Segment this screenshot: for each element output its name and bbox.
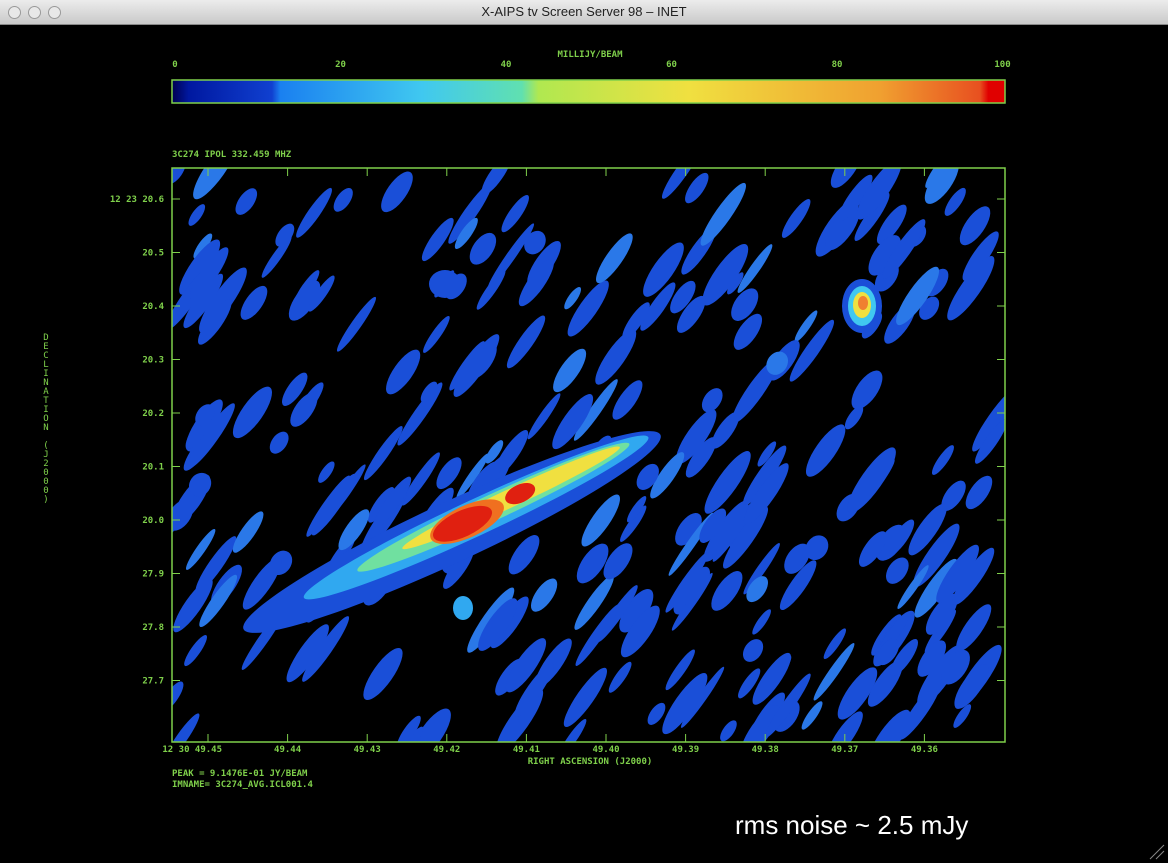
noise-streak: [357, 643, 409, 705]
y-tick-label: 27.9: [142, 570, 164, 580]
x-tick-label: 49.44: [274, 745, 302, 755]
plot-header: 3C274 IPOL 332.459 MHZ: [172, 150, 292, 160]
colorbar-tick-label: 100: [994, 60, 1010, 70]
noise-streak: [656, 668, 714, 739]
noise-streak: [739, 635, 768, 665]
noise-streak: [477, 152, 515, 199]
noise-streak: [292, 185, 336, 241]
y-tick-label: 20.1: [142, 463, 164, 473]
y-tick-label: 20.5: [142, 249, 164, 259]
noise-streak: [473, 267, 508, 312]
noise-streak: [846, 366, 889, 415]
noise-streak: [160, 710, 203, 765]
blob: [453, 596, 473, 620]
x-tick-label: 49.40: [592, 745, 619, 755]
y-axis-label: DECLINATION (J2000): [41, 333, 51, 504]
noise-streak: [330, 185, 357, 215]
title-bar: X-AIPS tv Screen Server 98 – INET: [0, 0, 1168, 25]
annotation: rms noise ~ 2.5 mJy: [735, 810, 968, 840]
noise-streak: [226, 381, 278, 443]
noise-streak: [231, 185, 261, 219]
y-tick-label: 20.4: [142, 302, 164, 312]
x-tick-label: 49.39: [672, 745, 699, 755]
footer-line: PEAK = 9.1476E-01 JY/BEAM: [172, 769, 308, 779]
y-tick-label: 27.7: [142, 677, 164, 687]
noise-streak: [360, 423, 407, 483]
noise-streak: [961, 472, 998, 514]
noise-streak: [929, 443, 957, 478]
colorbar-tick-label: 60: [666, 60, 677, 70]
noise-streak: [572, 601, 624, 668]
noise-streak: [894, 677, 946, 743]
colorbar-tick-label: 80: [832, 60, 843, 70]
colorbar-tick-label: 0: [172, 60, 177, 70]
colorbar-tick-label: 20: [335, 60, 346, 70]
x-tick-label: 49.42: [433, 745, 460, 755]
compact-source: [842, 279, 882, 333]
noise-streak: [161, 156, 189, 188]
noise-streak: [951, 600, 997, 656]
y-tick-label: 20.3: [142, 356, 164, 366]
noise-streak: [717, 718, 740, 744]
noise-streak: [420, 314, 453, 356]
noise-streak: [799, 699, 826, 732]
noise-streak: [375, 167, 418, 217]
noise-streak: [591, 229, 639, 287]
y-tick-label: 12 23 20.6: [110, 195, 164, 205]
noise-streak: [502, 312, 550, 372]
window-title: X-AIPS tv Screen Server 98 – INET: [0, 4, 1168, 19]
noise-streak: [187, 133, 245, 204]
noise-streak: [840, 442, 902, 519]
x-axis-label: RIGHT ASCENSION (J2000): [528, 757, 653, 767]
footer-line: IMNAME= 3C274_AVG.ICL001.4: [172, 780, 313, 790]
noise-streak: [186, 202, 208, 228]
noise-streak: [562, 276, 615, 341]
y-tick-label: 27.8: [142, 623, 164, 633]
noise-streak: [576, 490, 626, 551]
noise-streak: [380, 345, 426, 399]
screen: X-AIPS tv Screen Server 98 – INET MILLIJ…: [0, 0, 1168, 863]
noise-streak: [266, 428, 293, 457]
noise-streak: [181, 632, 210, 668]
y-tick-label: 20.0: [142, 516, 164, 526]
noise-streak: [547, 344, 591, 396]
noise-streak: [333, 294, 379, 354]
noise-streak: [526, 574, 562, 616]
x-tick-label: 12 30 49.45: [162, 745, 222, 755]
noise-streak: [800, 419, 852, 482]
colorbar: [172, 80, 1005, 103]
colorbar-label: MILLIJY/BEAM: [557, 50, 623, 60]
x-tick-label: 49.37: [831, 745, 858, 755]
x-tick-label: 49.41: [513, 745, 540, 755]
noise-streak: [750, 607, 774, 637]
colorbar-tick-label: 40: [501, 60, 512, 70]
noise-streak: [605, 659, 634, 695]
radio-image: [150, 133, 1024, 771]
y-tick-label: 20.2: [142, 409, 164, 419]
noise-streak: [228, 508, 268, 556]
noise-streak: [448, 330, 506, 402]
tv-screen: MILLIJY/BEAM 0 20 40 60 80 100 3C274 IPOL 332…: [0, 24, 1168, 863]
resize-grip[interactable]: [1150, 845, 1164, 859]
noise-streak: [778, 196, 815, 241]
noise-streak: [393, 379, 447, 449]
blob: [429, 270, 461, 298]
x-tick-label: 49.43: [354, 745, 381, 755]
x-tick-label: 49.36: [911, 745, 938, 755]
noise-streak: [503, 530, 545, 579]
x-tick-label: 49.38: [752, 745, 779, 755]
noise-streak: [315, 459, 337, 485]
